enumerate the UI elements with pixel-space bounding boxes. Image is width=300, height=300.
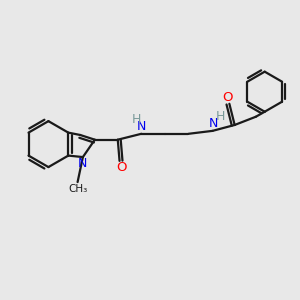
Text: H: H (215, 110, 225, 123)
Text: N: N (78, 157, 87, 170)
Text: N: N (136, 120, 146, 133)
Text: N: N (208, 117, 218, 130)
Text: H: H (131, 113, 141, 126)
Text: CH₃: CH₃ (68, 184, 87, 194)
Text: O: O (116, 161, 126, 174)
Text: O: O (223, 91, 233, 104)
